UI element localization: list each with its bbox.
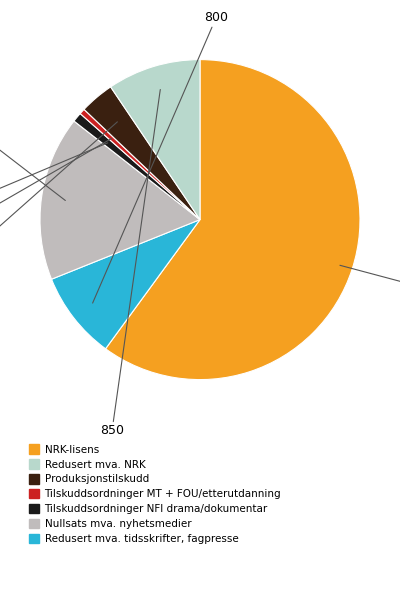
Wedge shape xyxy=(40,121,200,279)
Wedge shape xyxy=(52,220,200,349)
Legend: NRK-lisens, Redusert mva. NRK, Produksjonstilskudd, Tilskuddsordninger MT + FOU/: NRK-lisens, Redusert mva. NRK, Produksjo… xyxy=(29,445,281,544)
Wedge shape xyxy=(84,87,200,220)
Text: 87: 87 xyxy=(0,143,108,207)
Text: 850: 850 xyxy=(100,90,160,437)
Wedge shape xyxy=(74,113,200,220)
Text: 313: 313 xyxy=(0,122,117,261)
Wedge shape xyxy=(111,60,200,220)
Text: 51: 51 xyxy=(0,138,112,226)
Text: 1 500: 1 500 xyxy=(0,114,65,201)
Text: 800: 800 xyxy=(93,12,228,303)
Wedge shape xyxy=(80,109,200,220)
Text: 5 412: 5 412 xyxy=(340,265,400,298)
Wedge shape xyxy=(106,60,360,379)
